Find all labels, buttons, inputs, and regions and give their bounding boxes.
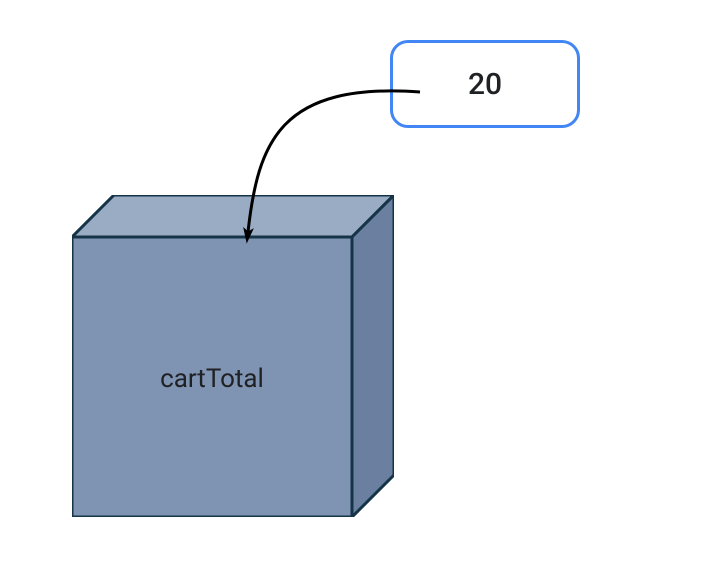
variable-box: cartTotal bbox=[72, 195, 394, 517]
value-box-label: 20 bbox=[468, 67, 502, 102]
cube-shape bbox=[72, 195, 394, 517]
value-box: 20 bbox=[390, 40, 580, 128]
variable-box-label: cartTotal bbox=[72, 364, 352, 394]
